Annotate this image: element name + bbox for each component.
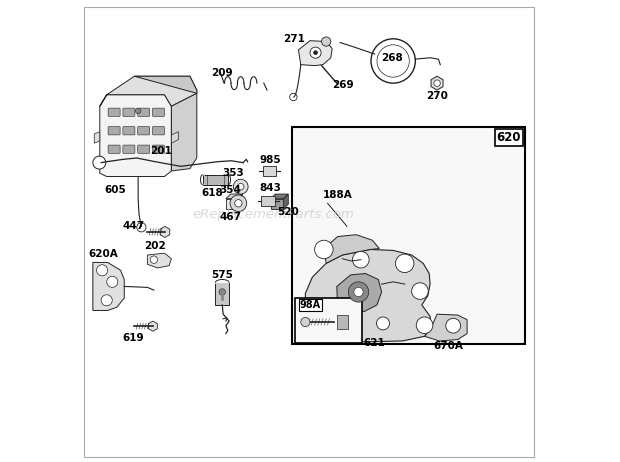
Circle shape [93, 156, 106, 169]
Text: 843: 843 [260, 183, 281, 193]
Circle shape [230, 195, 247, 212]
Polygon shape [337, 274, 382, 312]
Circle shape [310, 196, 319, 205]
Circle shape [301, 317, 310, 327]
Bar [203, 175, 228, 185]
Text: eReplacementParts.com: eReplacementParts.com [192, 208, 354, 221]
Circle shape [107, 276, 118, 287]
Polygon shape [238, 194, 242, 209]
Polygon shape [425, 314, 467, 341]
Circle shape [101, 295, 112, 306]
Bar [215, 283, 229, 284]
Circle shape [313, 50, 318, 55]
Text: 520: 520 [278, 207, 299, 217]
Polygon shape [149, 321, 157, 331]
Text: 201: 201 [151, 146, 172, 156]
Circle shape [376, 317, 389, 330]
Circle shape [150, 256, 157, 263]
FancyBboxPatch shape [138, 127, 149, 135]
Text: 670A: 670A [433, 341, 464, 351]
Bar [215, 283, 229, 305]
FancyBboxPatch shape [123, 145, 135, 153]
Text: 619: 619 [123, 333, 144, 343]
Circle shape [396, 254, 414, 273]
Circle shape [235, 200, 242, 207]
Circle shape [348, 282, 369, 302]
Circle shape [237, 183, 244, 190]
Text: 202: 202 [144, 241, 166, 251]
Circle shape [290, 93, 297, 101]
Polygon shape [135, 76, 197, 93]
Polygon shape [100, 95, 171, 176]
Circle shape [97, 265, 108, 276]
Polygon shape [94, 132, 100, 143]
Polygon shape [298, 41, 332, 66]
Text: 620A: 620A [88, 249, 118, 259]
Text: 188A: 188A [323, 190, 353, 200]
Circle shape [371, 39, 415, 83]
Circle shape [219, 289, 226, 295]
Polygon shape [226, 194, 242, 199]
FancyBboxPatch shape [123, 127, 135, 135]
Text: 467: 467 [219, 212, 242, 222]
Circle shape [135, 108, 141, 114]
Circle shape [137, 223, 146, 232]
FancyBboxPatch shape [108, 127, 120, 135]
Circle shape [434, 80, 440, 86]
Circle shape [416, 317, 433, 334]
Polygon shape [284, 194, 288, 209]
Polygon shape [431, 76, 443, 90]
Bar [263, 166, 276, 176]
FancyBboxPatch shape [153, 127, 164, 135]
FancyBboxPatch shape [153, 108, 164, 116]
FancyBboxPatch shape [123, 108, 135, 116]
Polygon shape [148, 253, 171, 268]
Circle shape [310, 47, 321, 58]
Text: 353: 353 [222, 168, 244, 178]
Text: 209: 209 [211, 67, 233, 78]
Circle shape [412, 283, 428, 299]
Circle shape [233, 179, 248, 194]
FancyBboxPatch shape [108, 108, 120, 116]
Text: 354: 354 [219, 185, 241, 195]
FancyBboxPatch shape [108, 145, 120, 153]
Text: 621: 621 [364, 338, 386, 348]
FancyBboxPatch shape [153, 145, 164, 153]
Circle shape [354, 287, 363, 297]
Circle shape [322, 37, 331, 46]
Polygon shape [306, 249, 431, 342]
Text: 605: 605 [104, 185, 126, 195]
Polygon shape [100, 76, 197, 106]
Text: 269: 269 [332, 80, 354, 91]
Bar [337, 315, 348, 329]
FancyBboxPatch shape [138, 145, 149, 153]
Text: 575: 575 [211, 269, 233, 280]
Text: 271: 271 [283, 34, 305, 44]
Bar [271, 199, 284, 209]
Bar [295, 298, 362, 343]
Circle shape [308, 312, 322, 327]
Polygon shape [93, 262, 124, 310]
Circle shape [353, 251, 369, 268]
FancyBboxPatch shape [138, 108, 149, 116]
Text: 270: 270 [426, 91, 448, 101]
Text: 268: 268 [381, 53, 403, 63]
Polygon shape [171, 93, 197, 171]
Text: 447: 447 [123, 221, 144, 231]
Text: 985: 985 [260, 155, 281, 165]
Polygon shape [324, 235, 379, 263]
Text: 620: 620 [497, 131, 521, 144]
Text: 618: 618 [201, 188, 223, 198]
Polygon shape [171, 132, 179, 143]
Bar [262, 196, 275, 206]
Polygon shape [271, 194, 288, 199]
Polygon shape [160, 226, 170, 237]
Circle shape [446, 318, 461, 333]
Bar [291, 127, 525, 344]
Bar [226, 199, 238, 209]
Text: 98A: 98A [300, 300, 321, 310]
Circle shape [377, 45, 409, 77]
Circle shape [314, 240, 333, 259]
